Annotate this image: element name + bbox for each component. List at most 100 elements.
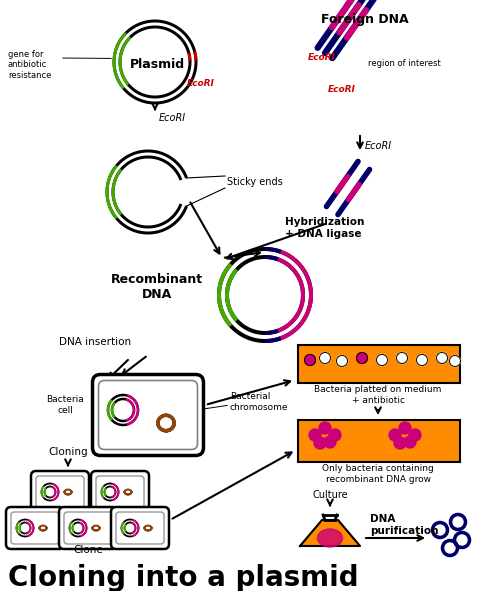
Circle shape: [457, 535, 467, 545]
Polygon shape: [104, 486, 117, 498]
FancyBboxPatch shape: [6, 507, 64, 549]
Polygon shape: [187, 53, 192, 61]
Circle shape: [404, 436, 416, 448]
Polygon shape: [52, 483, 60, 501]
Text: Foreign DNA: Foreign DNA: [321, 14, 409, 27]
Circle shape: [389, 429, 401, 441]
Polygon shape: [265, 255, 279, 261]
Polygon shape: [300, 520, 360, 546]
Text: DNA
purification: DNA purification: [370, 514, 439, 536]
FancyBboxPatch shape: [298, 345, 460, 383]
FancyBboxPatch shape: [91, 471, 149, 513]
Polygon shape: [112, 32, 127, 89]
Polygon shape: [69, 518, 87, 537]
Polygon shape: [27, 519, 35, 537]
Text: Hybridization
+ DNA ligase: Hybridization + DNA ligase: [285, 217, 364, 239]
Circle shape: [432, 522, 448, 538]
Polygon shape: [132, 519, 139, 537]
Polygon shape: [44, 488, 47, 496]
Circle shape: [357, 352, 368, 363]
Circle shape: [417, 355, 428, 365]
Polygon shape: [41, 486, 44, 498]
Text: DNA insertion: DNA insertion: [59, 337, 131, 347]
Polygon shape: [217, 247, 313, 343]
Text: Cloning into a plasmid: Cloning into a plasmid: [8, 564, 359, 591]
Circle shape: [319, 422, 331, 434]
Circle shape: [409, 429, 421, 441]
Polygon shape: [107, 394, 139, 426]
Polygon shape: [225, 268, 238, 322]
Text: EcoRI: EcoRI: [308, 54, 336, 63]
Polygon shape: [276, 249, 313, 342]
Polygon shape: [111, 168, 122, 216]
Text: Bacteria
cell: Bacteria cell: [46, 395, 84, 415]
Polygon shape: [80, 519, 87, 537]
Polygon shape: [265, 329, 279, 335]
Circle shape: [329, 429, 341, 441]
Polygon shape: [69, 522, 72, 534]
Circle shape: [445, 543, 455, 553]
Text: Bacterial
chromosome: Bacterial chromosome: [230, 392, 288, 412]
Polygon shape: [26, 522, 31, 534]
FancyBboxPatch shape: [59, 507, 117, 549]
Text: Recombinant
DNA: Recombinant DNA: [111, 273, 203, 301]
Circle shape: [454, 532, 470, 548]
Circle shape: [320, 352, 331, 363]
Polygon shape: [127, 394, 139, 426]
Polygon shape: [107, 399, 113, 421]
Polygon shape: [112, 20, 197, 105]
Polygon shape: [120, 518, 139, 537]
FancyBboxPatch shape: [93, 375, 204, 456]
Circle shape: [314, 437, 326, 449]
Polygon shape: [265, 336, 281, 343]
FancyBboxPatch shape: [31, 471, 89, 513]
Polygon shape: [111, 486, 116, 498]
Text: Bacteria platted on medium
+ antibiotic: Bacteria platted on medium + antibiotic: [314, 385, 442, 405]
Circle shape: [442, 540, 458, 556]
Polygon shape: [131, 522, 136, 534]
Text: EcoRI: EcoRI: [159, 113, 186, 123]
Text: Only bacteria containing
recombinant DNA grow: Only bacteria containing recombinant DNA…: [322, 465, 434, 483]
Text: Clone: Clone: [73, 545, 103, 555]
Polygon shape: [119, 36, 132, 86]
Circle shape: [324, 436, 336, 448]
Polygon shape: [193, 51, 197, 61]
Circle shape: [399, 422, 411, 434]
Circle shape: [449, 356, 460, 366]
Polygon shape: [265, 247, 281, 254]
Polygon shape: [217, 263, 232, 327]
FancyBboxPatch shape: [298, 420, 460, 462]
Polygon shape: [111, 398, 135, 422]
Polygon shape: [72, 524, 74, 532]
Polygon shape: [124, 522, 136, 534]
Polygon shape: [41, 483, 60, 501]
Text: Culture: Culture: [312, 490, 348, 500]
FancyBboxPatch shape: [36, 476, 84, 508]
Polygon shape: [16, 522, 19, 534]
Text: Cloning: Cloning: [48, 447, 88, 457]
Polygon shape: [51, 486, 56, 498]
Polygon shape: [112, 483, 120, 501]
FancyBboxPatch shape: [96, 476, 144, 508]
Polygon shape: [120, 522, 124, 534]
Polygon shape: [44, 486, 57, 498]
Polygon shape: [119, 25, 192, 99]
Polygon shape: [124, 524, 127, 532]
Polygon shape: [19, 524, 22, 532]
Circle shape: [396, 352, 408, 363]
Circle shape: [394, 437, 406, 449]
Circle shape: [309, 429, 321, 441]
Polygon shape: [106, 165, 118, 219]
Polygon shape: [72, 522, 84, 534]
FancyBboxPatch shape: [64, 512, 112, 544]
Text: EcoRI: EcoRI: [187, 80, 215, 89]
FancyBboxPatch shape: [11, 512, 59, 544]
Polygon shape: [101, 486, 104, 498]
Circle shape: [435, 525, 445, 535]
FancyBboxPatch shape: [111, 507, 169, 549]
Circle shape: [376, 355, 387, 365]
Ellipse shape: [317, 529, 343, 547]
Polygon shape: [106, 150, 188, 235]
Text: region of interest: region of interest: [368, 59, 441, 67]
Polygon shape: [104, 488, 107, 496]
